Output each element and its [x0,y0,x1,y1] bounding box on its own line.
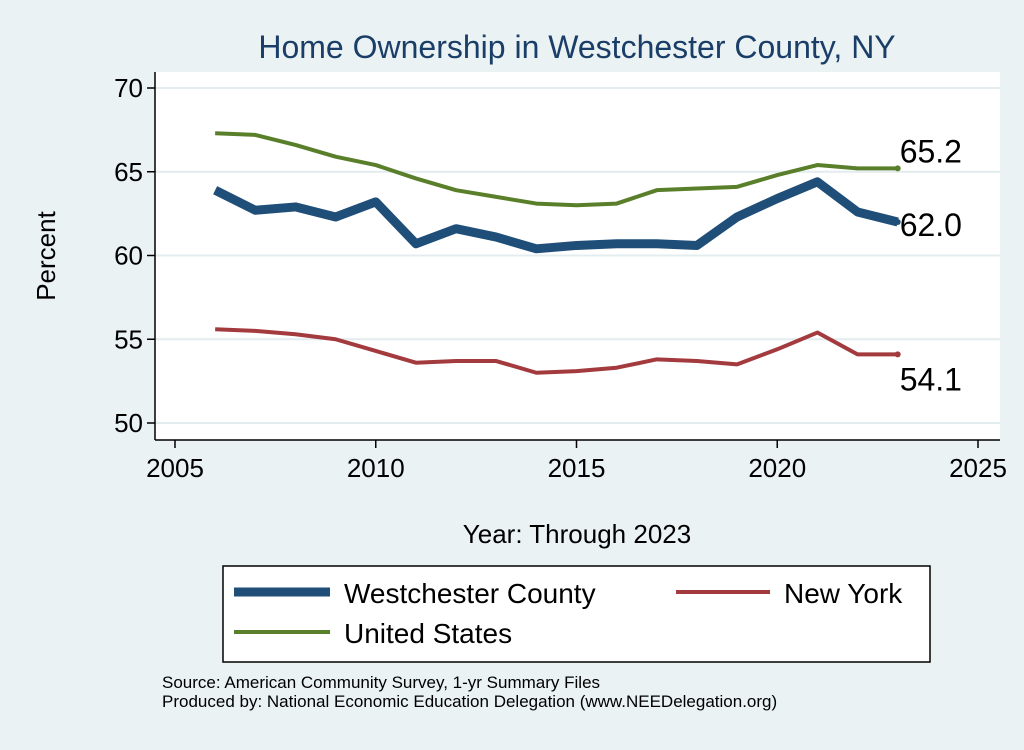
y-tick-label: 65 [114,157,143,187]
end-point-united-states [894,165,901,172]
y-axis: 50 55 60 65 70 [114,72,156,440]
series-line-united-states [215,131,898,208]
series-line-new-york [215,327,898,375]
series-lines [213,131,899,375]
end-point-new-york [894,351,901,358]
legend-label-new-york: New York [784,578,903,609]
end-label-united-states: 65.2 [900,133,962,169]
chart-title: Home Ownership in Westchester County, NY [258,29,895,65]
producer-note: Produced by: National Economic Education… [162,692,777,711]
x-axis: 2005 2010 2015 2020 2025 [146,439,1007,483]
y-axis-label: Percent [31,210,61,300]
y-tick-label: 70 [114,73,143,103]
x-tick-label: 2025 [949,453,1007,483]
y-tick-label: 50 [114,408,143,438]
end-point-westchester [894,219,901,225]
x-tick-label: 2005 [146,453,204,483]
source-note: Source: American Community Survey, 1-yr … [162,673,600,692]
x-tick-label: 2020 [748,453,806,483]
end-label-new-york: 54.1 [900,361,962,397]
series-line-westchester [213,177,899,254]
legend-label-westchester: Westchester County [344,578,596,609]
legend-box [222,565,931,663]
x-tick-label: 2010 [347,453,405,483]
x-axis-label: Year: Through 2023 [463,519,691,549]
end-labels: 62.0 54.1 65.2 [894,133,962,397]
legend: Westchester County New York United State… [222,565,931,663]
grid [155,87,1000,424]
legend-label-united-states: United States [344,618,512,649]
y-tick-label: 55 [114,324,143,354]
end-label-westchester: 62.0 [900,207,962,243]
x-tick-label: 2015 [548,453,606,483]
y-tick-label: 60 [114,241,143,271]
